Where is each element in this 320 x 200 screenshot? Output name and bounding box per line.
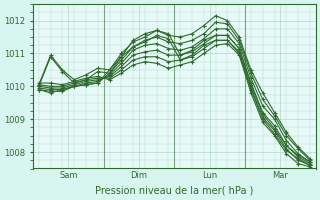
- X-axis label: Pression niveau de la mer( hPa ): Pression niveau de la mer( hPa ): [95, 186, 253, 196]
